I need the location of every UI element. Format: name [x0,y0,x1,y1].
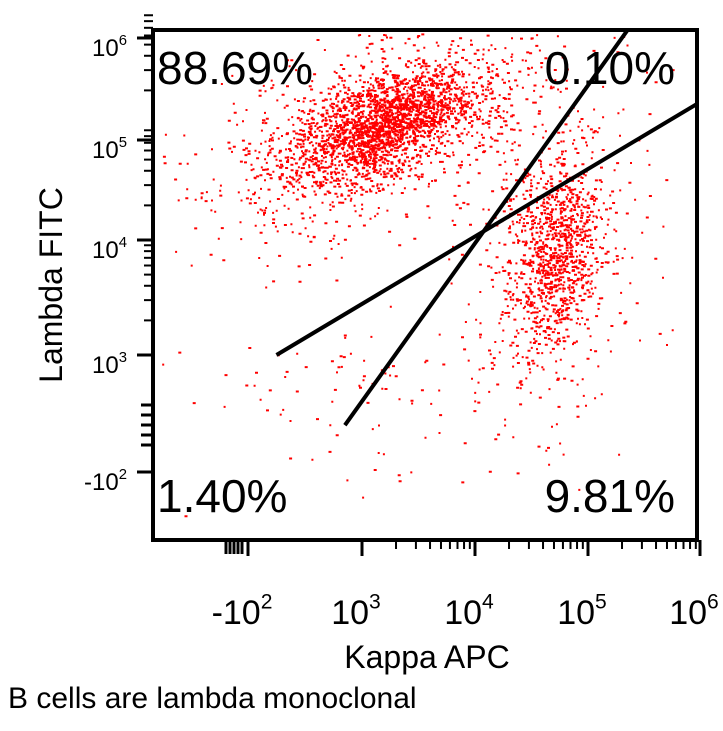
x-tick-label: -102 [212,591,273,632]
x-tick-label: 104 [444,591,494,632]
x-minor-ticks [224,540,702,556]
quadrant-label-lower-right: 9.81% [545,470,675,522]
y-axis-label: Lambda FITC [33,187,69,383]
population-kappa-positive [420,35,674,491]
flow-cytometry-plot: -102 103 104 105 106 106 105 104 103 -102 88.69%… [33,14,719,675]
x-tick-label: 105 [557,591,607,632]
y-tick-label: -102 [84,467,127,496]
y-tick-label: 103 [92,350,127,379]
quadrant-labels: 88.69% 0.10% 1.40% 9.81% [157,42,675,522]
x-axis-label: Kappa APC [344,639,509,675]
y-minor-ticks [137,14,153,474]
y-tick-labels: 106 105 104 103 -102 [84,33,127,496]
x-tick-label: 103 [331,591,381,632]
steep-gate [343,30,631,427]
x-tick-label: 106 [669,591,719,632]
scatter-points [162,33,675,518]
x-tick-labels: -102 103 104 105 106 [212,591,719,632]
y-tick-label: 106 [92,33,127,62]
quadrant-label-lower-left: 1.40% [157,470,287,522]
figure-caption: B cells are lambda monoclonal [8,682,417,715]
population-lambda-positive [162,33,675,289]
y-tick-label: 104 [92,235,127,264]
quadrant-label-upper-right: 0.10% [545,42,675,94]
shallow-gate [275,101,697,357]
y-tick-label: 105 [92,135,127,164]
quadrant-label-upper-left: 88.69% [157,42,313,94]
gate-lines [275,30,697,427]
